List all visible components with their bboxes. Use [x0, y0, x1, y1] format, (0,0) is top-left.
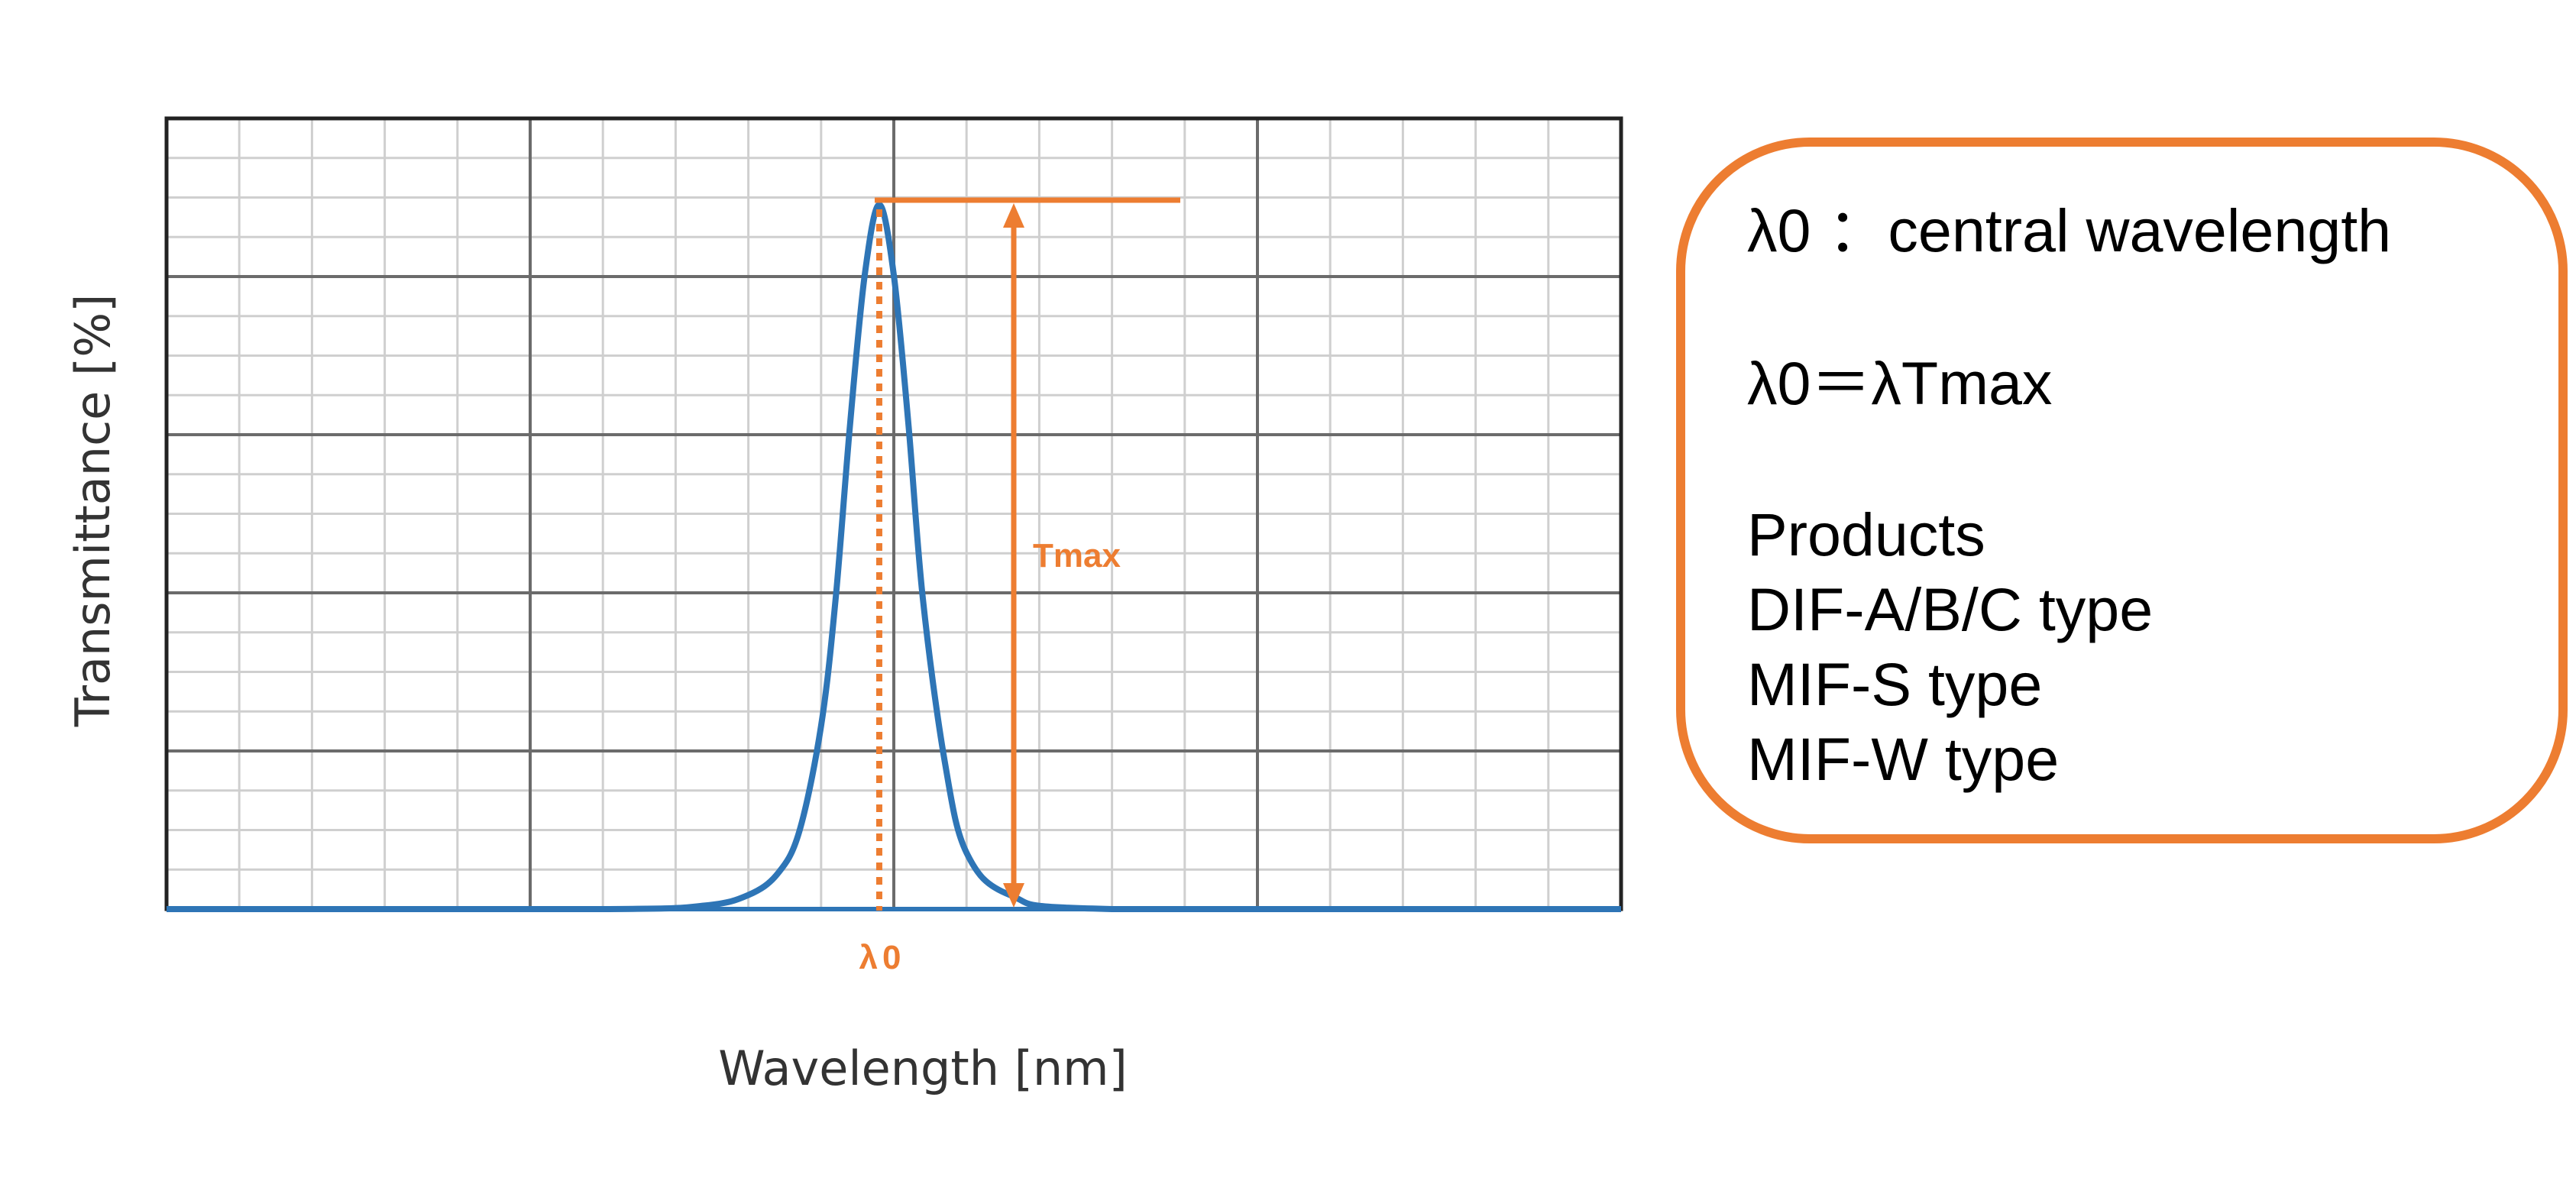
tmax-label: Tmax [1033, 537, 1121, 574]
definition-box [1676, 138, 2568, 843]
products-heading: Products [1747, 500, 1985, 568]
product-mif-w: MIF-W type [1747, 725, 2060, 793]
major-grid [167, 118, 1621, 909]
lambda0-label: λ0 [859, 939, 905, 976]
definition-central-wavelength: λ0 ：central wavelength [1747, 196, 2392, 264]
definition-lambda-tmax: λ0＝λTmax [1747, 349, 2053, 417]
series-line-transmittance [167, 202, 1621, 913]
arrow-head-top [1003, 203, 1024, 228]
y-axis-label: Transmittance [%] [65, 294, 121, 728]
x-axis-label: Wavelength [nm] [718, 1041, 1128, 1096]
product-mif-s: MIF-S type [1747, 650, 2043, 718]
arrow-head-bottom [1003, 883, 1024, 908]
product-dif-abc: DIF-A/B/C type [1747, 575, 2154, 643]
